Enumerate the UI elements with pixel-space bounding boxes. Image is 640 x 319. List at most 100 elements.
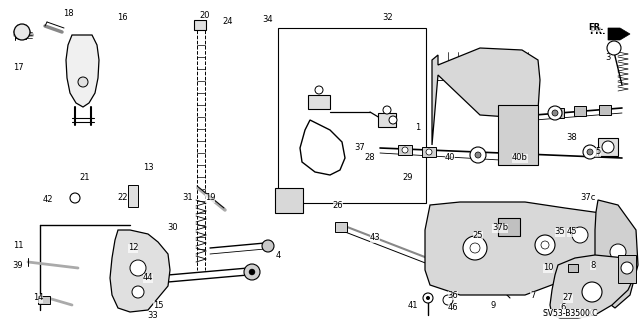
Circle shape [470, 243, 480, 253]
Bar [378, 113, 396, 127]
Text: 17: 17 [13, 63, 23, 72]
Circle shape [582, 282, 602, 302]
Bar [128, 185, 138, 207]
Circle shape [541, 241, 549, 249]
Text: 34: 34 [262, 14, 273, 24]
Bar [308, 95, 330, 109]
Circle shape [587, 149, 593, 155]
Text: 42: 42 [43, 196, 53, 204]
Text: 38: 38 [566, 133, 577, 143]
Text: SV53-B3500 C: SV53-B3500 C [543, 308, 597, 317]
Text: 37b: 37b [492, 224, 508, 233]
Bar [574, 106, 586, 116]
Text: SV53-B3500C: SV53-B3500C [544, 308, 596, 317]
Text: FR.: FR. [588, 23, 604, 32]
Polygon shape [110, 230, 170, 312]
Polygon shape [550, 255, 635, 318]
Circle shape [383, 106, 391, 114]
Circle shape [14, 24, 30, 40]
Polygon shape [608, 28, 630, 40]
Circle shape [607, 41, 621, 55]
Circle shape [244, 264, 260, 280]
Bar [275, 188, 303, 213]
Text: 20: 20 [200, 11, 211, 19]
Bar [552, 108, 564, 118]
Text: 13: 13 [143, 164, 154, 173]
Text: 25: 25 [473, 231, 483, 240]
Circle shape [621, 262, 633, 274]
Circle shape [402, 147, 408, 153]
Bar [618, 255, 636, 283]
Bar [38, 296, 50, 304]
Circle shape [130, 260, 146, 276]
Text: 31: 31 [182, 194, 193, 203]
Bar [498, 218, 520, 236]
Text: 40: 40 [445, 153, 455, 162]
Text: 45: 45 [567, 227, 577, 236]
Text: 44: 44 [143, 273, 153, 283]
Bar [598, 235, 618, 253]
Text: 14: 14 [33, 293, 44, 302]
Circle shape [602, 141, 614, 153]
Polygon shape [595, 200, 638, 308]
Text: 27: 27 [563, 293, 573, 302]
Circle shape [602, 272, 614, 284]
Text: 41: 41 [408, 300, 419, 309]
Circle shape [249, 269, 255, 275]
Circle shape [132, 286, 144, 298]
Circle shape [426, 149, 432, 155]
Text: 37: 37 [355, 144, 365, 152]
Text: 6: 6 [560, 303, 566, 313]
Text: 28: 28 [365, 152, 375, 161]
Text: 39: 39 [13, 261, 23, 270]
Circle shape [583, 145, 597, 159]
Text: 7: 7 [531, 291, 536, 300]
Text: 29: 29 [403, 174, 413, 182]
Text: 22: 22 [118, 194, 128, 203]
Text: 3: 3 [605, 54, 611, 63]
Text: 11: 11 [13, 241, 23, 249]
Text: 15: 15 [153, 300, 163, 309]
Circle shape [603, 239, 613, 249]
Circle shape [262, 240, 274, 252]
Text: 36: 36 [447, 291, 458, 300]
Text: 24: 24 [223, 18, 233, 26]
Circle shape [470, 147, 486, 163]
Circle shape [315, 86, 323, 94]
Circle shape [552, 110, 558, 116]
Text: 30: 30 [168, 224, 179, 233]
Bar [599, 105, 611, 115]
Bar [398, 145, 412, 155]
Text: 18: 18 [63, 9, 74, 18]
Circle shape [443, 295, 453, 305]
Text: 43: 43 [370, 234, 380, 242]
Circle shape [389, 116, 397, 124]
Text: 46: 46 [448, 303, 458, 313]
Text: 26: 26 [333, 201, 343, 210]
Text: 40b: 40b [512, 153, 528, 162]
Text: 32: 32 [383, 13, 394, 23]
Circle shape [535, 235, 555, 255]
Text: 19: 19 [205, 194, 215, 203]
Circle shape [463, 236, 487, 260]
Text: 37c: 37c [580, 194, 596, 203]
Text: 10: 10 [543, 263, 553, 272]
Text: 4: 4 [275, 250, 280, 259]
Text: 1: 1 [415, 123, 420, 132]
Circle shape [475, 152, 481, 158]
Bar [568, 264, 578, 272]
Circle shape [78, 77, 88, 87]
Circle shape [70, 193, 80, 203]
Bar [422, 147, 436, 157]
Circle shape [548, 106, 562, 120]
Circle shape [572, 227, 588, 243]
Circle shape [426, 296, 430, 300]
Polygon shape [425, 202, 618, 295]
Text: 16: 16 [116, 13, 127, 23]
Circle shape [423, 293, 433, 303]
Bar [498, 105, 538, 165]
Text: 5: 5 [595, 147, 600, 157]
Text: 21: 21 [80, 174, 90, 182]
Text: 8: 8 [590, 261, 596, 270]
Polygon shape [66, 35, 99, 107]
